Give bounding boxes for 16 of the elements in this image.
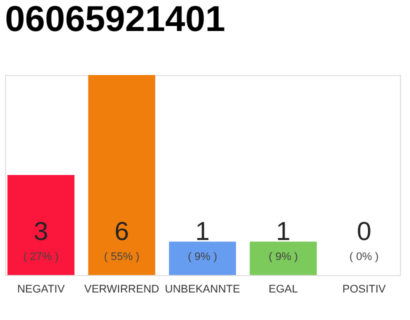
chart-title: 06065921401: [5, 0, 226, 39]
x-tick-label: VERWIRREND: [84, 284, 160, 296]
annotation: ( 0% ): [349, 251, 379, 263]
data-label: 6: [114, 216, 129, 246]
annotation: ( 9% ): [188, 251, 218, 263]
annotation: ( 9% ): [268, 251, 298, 263]
data-label: 1: [276, 216, 291, 246]
data-label: 0: [356, 216, 372, 246]
x-tick-label: EGAL: [268, 284, 298, 296]
annotation: ( 27% ): [23, 251, 59, 263]
annotation: ( 55% ): [104, 251, 140, 263]
x-tick-label: UNBEKANNTE: [164, 284, 240, 296]
x-tick-label: NEGATIV: [17, 284, 66, 296]
data-label: 1: [195, 216, 210, 246]
data-label: 3: [34, 216, 48, 246]
x-tick-label: POSITIV: [342, 284, 386, 296]
